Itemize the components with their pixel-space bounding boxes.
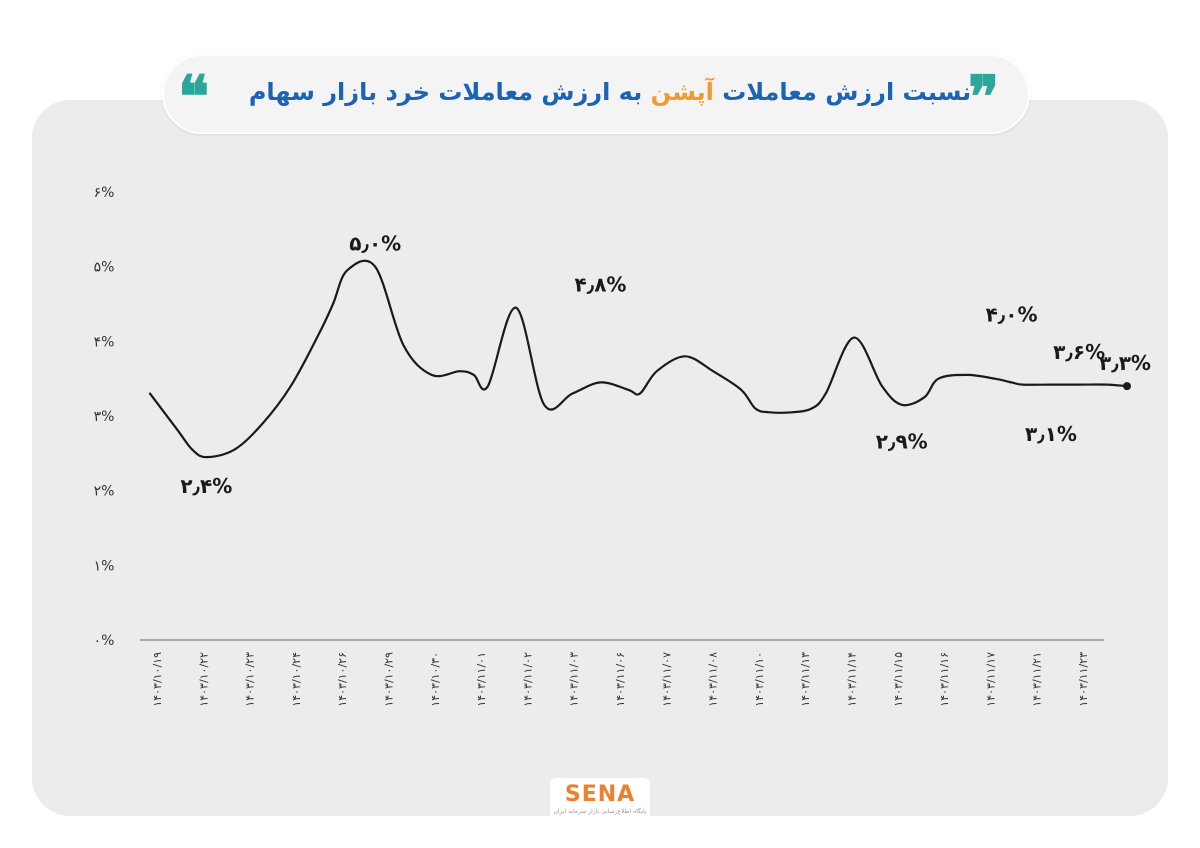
data-label: ۲٫۴% [180,474,232,498]
data-label: ۲٫۹% [876,429,928,453]
y-tick-label: ۴% [94,334,115,350]
data-label: ۳٫۳% [1099,351,1151,375]
x-tick-label: ۱۴۰۳/۱۰/۲۲ [197,652,210,707]
quote-open-icon: ❝ [178,63,210,131]
x-tick-label: ۱۴۰۳/۱۱/۲۳ [1077,652,1090,707]
x-tick-label: ۱۴۰۳/۱۱/۰۷ [660,652,673,707]
chart-title-part-3: به ارزش معاملات خرد بازار سهام [248,78,643,106]
y-tick-label: ۶% [94,185,115,201]
x-tick-label: ۱۴۰۳/۱۱/۰۲ [521,652,534,707]
x-tick-label: ۱۴۰۳/۱۱/۰۶ [614,652,627,707]
data-label: ۳٫۶% [1053,340,1105,364]
y-tick-label: ۳% [94,409,115,425]
data-label: ۴٫۸% [575,273,627,297]
x-tick-label: ۱۴۰۳/۱۱/۱۶ [938,652,951,707]
y-tick-label: ۰% [94,633,115,649]
data-label: ۳٫۱% [1025,422,1077,446]
y-tick-label: ۲% [94,484,115,500]
x-tick-label: ۱۴۰۳/۱۰/۲۹ [383,652,396,707]
logo-text: SENA [564,782,636,807]
x-tick-label: ۱۴۰۳/۱۱/۰۸ [707,652,720,707]
y-tick-label: ۵% [94,260,115,276]
x-tick-label: ۱۴۰۳/۱۱/۱۵ [892,652,905,707]
x-tick-label: ۱۴۰۳/۱۱/۱۳ [799,652,812,707]
x-tick-label: ۱۴۰۳/۱۱/۰۱ [475,652,488,707]
sena-logo: SENA پایگاه اطلاع‌رسانی بازار سرمایه ایر… [550,778,650,820]
chart-title: نسبت ارزش معاملات آپشن به ارزش معاملات خ… [240,72,980,112]
x-tick-label: ۱۴۰۳/۱۱/۲۱ [1031,652,1044,707]
chart-panel [32,100,1168,816]
series-line [148,259,1129,459]
x-tick-label: ۱۴۰۳/۱۰/۱۹ [151,652,164,707]
quote-close-icon: ❞ [968,63,1000,131]
x-tick-label: ۱۴۰۳/۱۱/۱۴ [846,652,859,707]
end-point-marker [1123,382,1131,391]
x-tick-label: ۱۴۰۳/۱۰/۲۴ [290,652,303,707]
x-tick-label: ۱۴۰۳/۱۰/۳۰ [429,652,442,707]
chart-title-part-2: آپشن [650,78,714,106]
y-tick-label: ۱% [94,558,115,574]
x-tick-label: ۱۴۰۳/۱۰/۲۳ [244,652,257,707]
data-label: ۴٫۰% [986,303,1038,327]
x-tick-label: ۱۴۰۳/۱۰/۲۶ [336,652,349,707]
x-tick-label: ۱۴۰۳/۱۱/۱۷ [984,652,997,707]
x-tick-label: ۱۴۰۳/۱۱/۰۳ [568,652,581,707]
logo-subtitle: پایگاه اطلاع‌رسانی بازار سرمایه ایران [553,808,647,815]
title-banner [162,54,1030,134]
data-label: ۵٫۰% [349,232,401,256]
x-tick-label: ۱۴۰۳/۱۱/۱۰ [753,652,766,707]
chart-title-part-1: نسبت ارزش معاملات [722,78,972,106]
